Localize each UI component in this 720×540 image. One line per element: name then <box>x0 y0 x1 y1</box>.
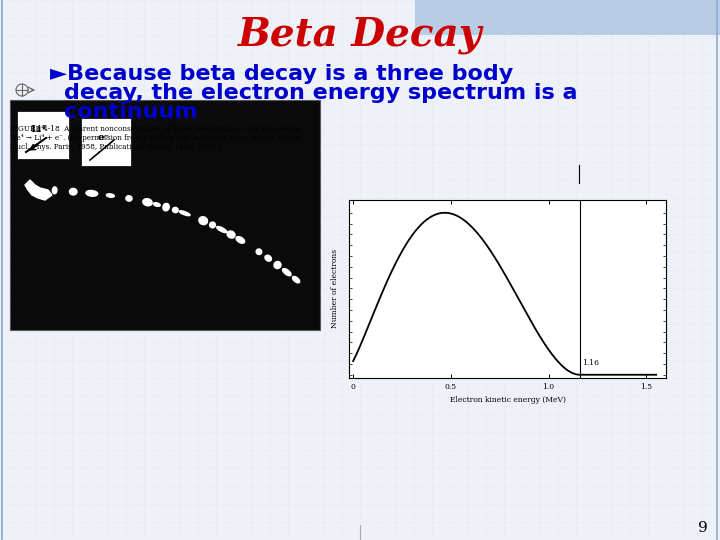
Text: e⁻: e⁻ <box>98 133 110 143</box>
Text: †e B.1  The continuous electron distribution from the β decay of ²¹⁰Bi (also
l R: †e B.1 The continuous electron distribut… <box>355 342 626 359</box>
Y-axis label: Number of electrons: Number of electrons <box>331 249 339 328</box>
Ellipse shape <box>199 217 207 225</box>
Ellipse shape <box>153 202 161 206</box>
Ellipse shape <box>274 261 281 268</box>
Ellipse shape <box>179 211 190 215</box>
Ellipse shape <box>217 226 227 233</box>
Ellipse shape <box>143 199 152 206</box>
Ellipse shape <box>292 276 300 283</box>
Text: continuum: continuum <box>64 102 197 122</box>
FancyBboxPatch shape <box>10 100 320 330</box>
Ellipse shape <box>227 231 235 238</box>
Ellipse shape <box>256 249 261 254</box>
Text: FIGURE 4-18  Apparent nonconservation of linear momentum in the beta decay
He⁴ →: FIGURE 4-18 Apparent nonconservation of … <box>10 125 302 151</box>
Ellipse shape <box>53 187 57 194</box>
Ellipse shape <box>69 188 77 195</box>
Text: ►Because beta decay is a three body: ►Because beta decay is a three body <box>50 64 513 84</box>
Text: 9: 9 <box>698 521 708 535</box>
FancyBboxPatch shape <box>81 118 131 166</box>
Ellipse shape <box>282 268 291 276</box>
Text: decay, the electron energy spectrum is a: decay, the electron energy spectrum is a <box>64 83 577 103</box>
Ellipse shape <box>86 191 98 196</box>
Polygon shape <box>25 180 52 200</box>
Ellipse shape <box>163 204 169 211</box>
Ellipse shape <box>236 237 245 243</box>
Ellipse shape <box>173 207 178 213</box>
Ellipse shape <box>210 222 215 228</box>
Ellipse shape <box>107 194 114 197</box>
Text: Beta Decay: Beta Decay <box>238 16 482 54</box>
Text: 1.16: 1.16 <box>582 359 599 367</box>
Text: Li⁴: Li⁴ <box>30 125 46 134</box>
Ellipse shape <box>126 195 132 201</box>
FancyBboxPatch shape <box>17 111 69 159</box>
Ellipse shape <box>265 255 271 261</box>
FancyBboxPatch shape <box>415 0 720 35</box>
X-axis label: Electron kinetic energy (MeV): Electron kinetic energy (MeV) <box>449 396 566 404</box>
